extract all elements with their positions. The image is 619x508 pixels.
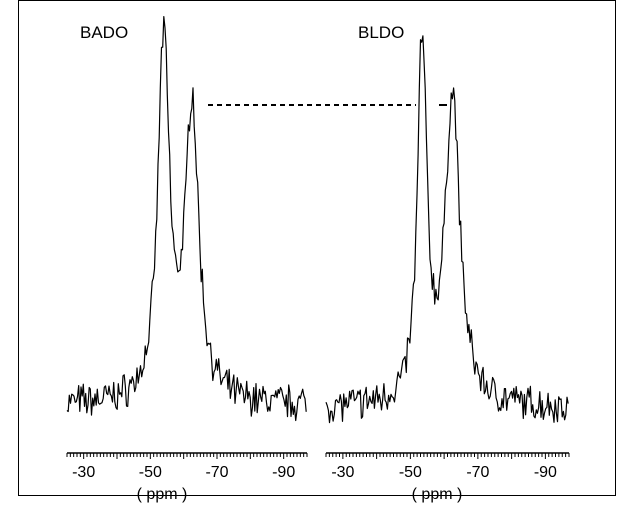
bldo-tick-labels: -30 -50 -70 -90 [331, 464, 557, 481]
bado-title: BADO [80, 23, 128, 42]
bldo-minor-ticks [325, 453, 570, 459]
bado-x-axis-title: ( ppm ) [137, 486, 188, 503]
bldo-x-axis-title: ( ppm ) [412, 486, 463, 503]
bado-minor-ticks [66, 453, 308, 459]
bldo-title: BLDO [358, 23, 404, 42]
bldo-x-tick-label: -90 [534, 464, 557, 481]
bldo-x-tick-label: -30 [331, 464, 354, 481]
bado-panel: BADO -30 -50 -70 -90 ( ppm ) [66, 16, 308, 503]
bldo-panel: BLDO -30 -50 -70 -90 ( ppm ) [325, 23, 570, 503]
bado-x-tick-label: -50 [139, 464, 162, 481]
bldo-x-tick-label: -50 [399, 464, 422, 481]
bado-x-tick-label: -70 [205, 464, 228, 481]
figure-frame [18, 0, 616, 496]
bldo-spectrum-line [325, 35, 569, 424]
bldo-x-tick-label: -70 [466, 464, 489, 481]
bado-tick-labels: -30 -50 -70 -90 [72, 464, 295, 481]
bado-spectrum-line [66, 16, 307, 422]
bado-x-tick-label: -30 [72, 464, 95, 481]
bado-x-tick-label: -90 [272, 464, 295, 481]
